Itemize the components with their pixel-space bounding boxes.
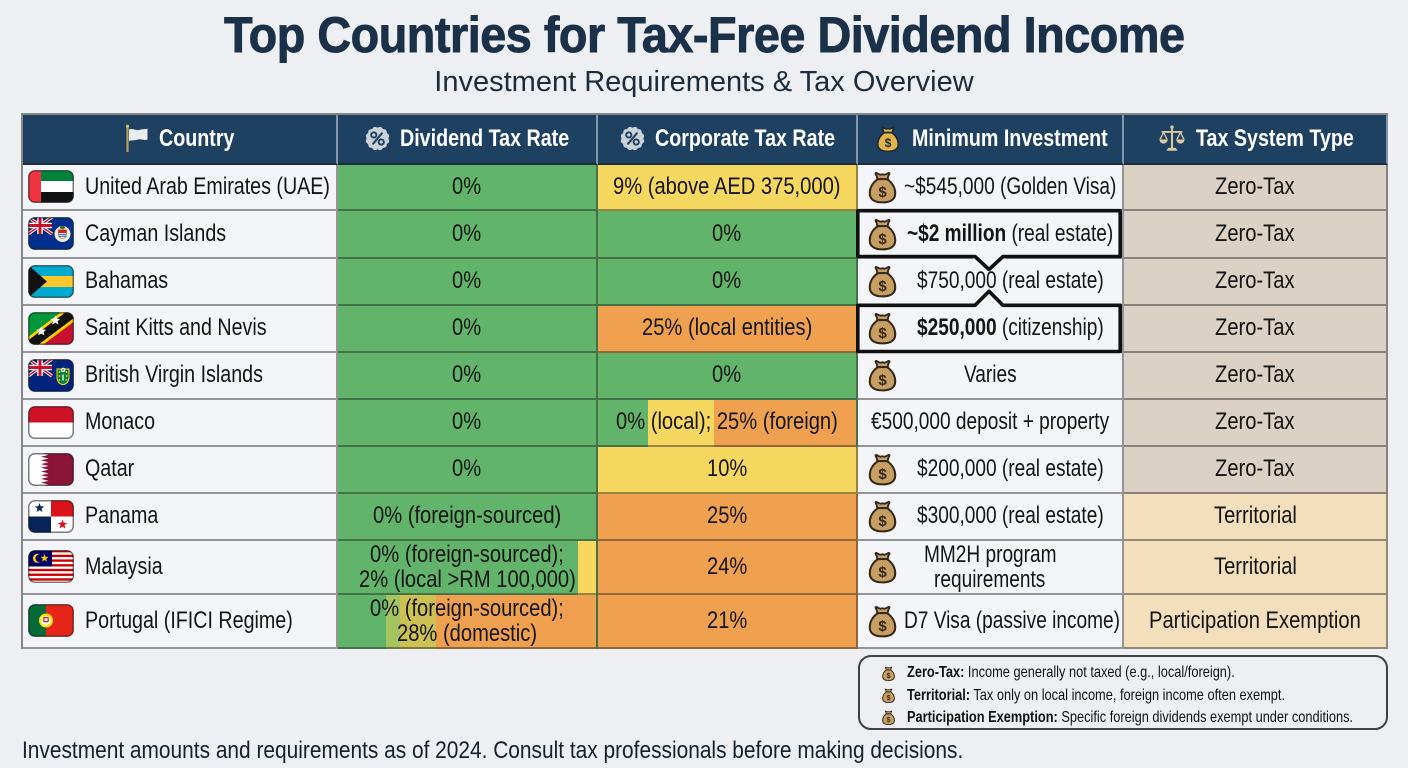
svg-text:$: $: [887, 673, 891, 680]
svg-text:$: $: [878, 372, 887, 389]
svg-text:$: $: [887, 717, 891, 724]
svg-text:$: $: [878, 184, 887, 201]
svg-text:$: $: [884, 136, 891, 150]
svg-text:$: $: [878, 325, 887, 342]
svg-text:$: $: [878, 513, 887, 530]
svg-text:$: $: [878, 617, 887, 634]
svg-text:$: $: [878, 563, 887, 580]
svg-text:$: $: [878, 278, 887, 295]
svg-text:$: $: [878, 466, 887, 483]
svg-text:$: $: [878, 231, 887, 248]
svg-text:$: $: [887, 695, 891, 702]
